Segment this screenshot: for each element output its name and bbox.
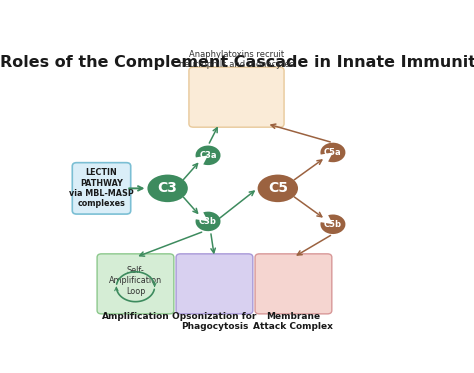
Wedge shape xyxy=(320,214,346,234)
Text: Anaphylatoxins recruit
neutrophils and monocytes: Anaphylatoxins recruit neutrophils and m… xyxy=(179,50,294,69)
FancyBboxPatch shape xyxy=(176,254,253,314)
Text: Opsonization for
Phagocytosis: Opsonization for Phagocytosis xyxy=(172,312,256,331)
Ellipse shape xyxy=(147,175,188,202)
Text: C3b: C3b xyxy=(199,217,217,226)
Text: C3a: C3a xyxy=(199,151,217,160)
Text: LECTIN
PATHWAY
via MBL-MASP
complexes: LECTIN PATHWAY via MBL-MASP complexes xyxy=(69,168,134,209)
FancyBboxPatch shape xyxy=(97,254,174,314)
Wedge shape xyxy=(196,145,220,165)
Text: Self-
Amplification
Loop: Self- Amplification Loop xyxy=(109,266,162,296)
Ellipse shape xyxy=(258,175,298,202)
Text: C5b: C5b xyxy=(324,220,342,229)
Text: C5: C5 xyxy=(268,181,288,195)
Text: Amplification: Amplification xyxy=(101,312,169,321)
Wedge shape xyxy=(320,143,346,162)
Text: Membrane
Attack Complex: Membrane Attack Complex xyxy=(254,312,333,331)
Wedge shape xyxy=(196,211,220,231)
Text: Roles of the Complement Cascade in Innate Immunity: Roles of the Complement Cascade in Innat… xyxy=(0,55,474,70)
Text: C3: C3 xyxy=(158,181,178,195)
FancyBboxPatch shape xyxy=(189,67,284,127)
Text: C5a: C5a xyxy=(324,148,342,157)
FancyBboxPatch shape xyxy=(255,254,332,314)
FancyBboxPatch shape xyxy=(73,163,131,214)
